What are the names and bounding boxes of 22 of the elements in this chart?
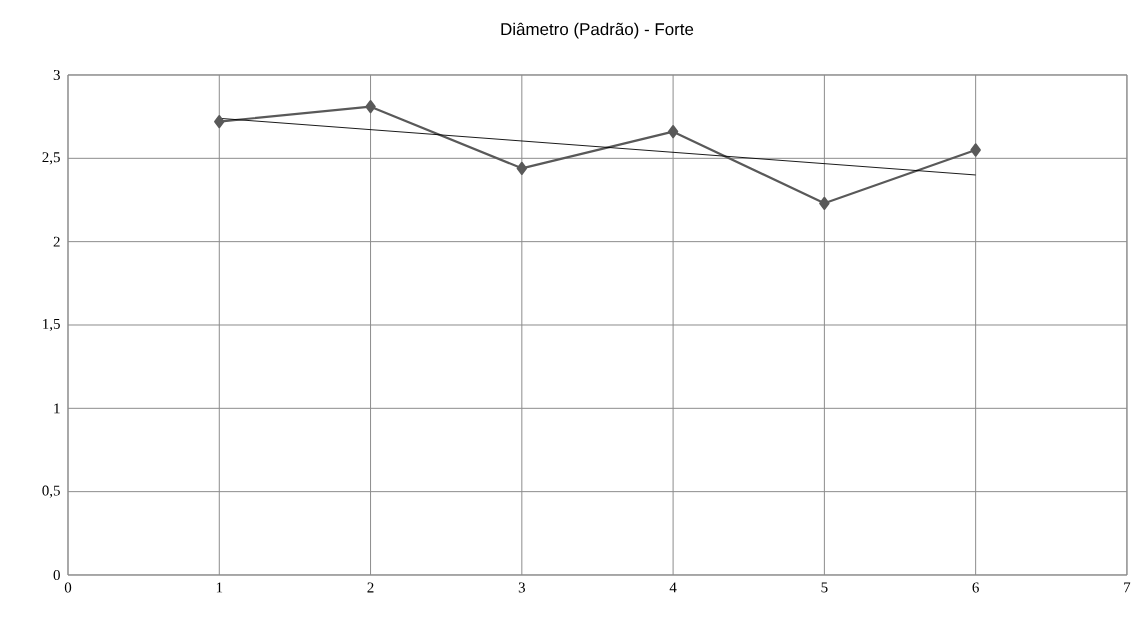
x-tick-label: 0 [64,582,72,593]
point [667,125,679,139]
y-tick-label: 1 [54,403,60,414]
point [516,161,528,175]
point [819,196,830,210]
x-tick-label: 7 [1124,582,1131,593]
y-tick-label: 3 [53,69,60,80]
y-tick-label: 2 [53,236,60,247]
y-tick-label: 0 [53,569,60,581]
chart-title: Diâmetro (Padrão) - Forte [501,22,694,39]
point [214,115,225,129]
x-tick-label: 4 [669,582,677,593]
y-tick-label: 2,5 [42,152,60,165]
x-tick-label: 3 [518,582,525,593]
x-tick-label: 5 [821,582,828,593]
point [970,143,981,157]
x-tick-label: 2 [367,582,374,593]
x-tick-label: 1 [216,582,223,593]
x-tick-label: 6 [972,582,979,593]
point [365,100,376,114]
y-tick-label: 0,5 [42,485,60,498]
y-tick-label: 1,5 [43,318,60,332]
